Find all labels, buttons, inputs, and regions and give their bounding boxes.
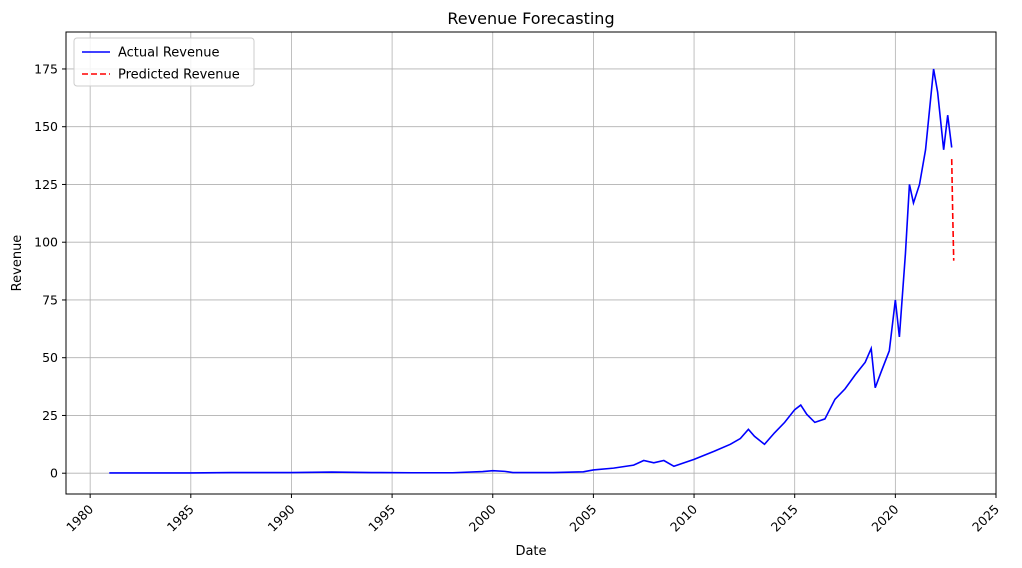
legend-box <box>73 37 255 87</box>
legend-label-predicted-revenue: Predicted Revenue <box>118 68 240 83</box>
plot-frame <box>65 31 997 495</box>
y-tick-label: 75 <box>42 292 58 307</box>
y-tick-label: 100 <box>34 235 58 250</box>
series-layer <box>109 68 955 474</box>
series-line-predicted-revenue <box>950 159 955 261</box>
legend-label-actual-revenue: Actual Revenue <box>118 46 219 61</box>
legend: Actual Revenue Predicted Revenue <box>73 37 255 87</box>
y-axis-title: Revenue <box>10 235 25 292</box>
series-line-actual-revenue <box>109 68 953 474</box>
y-tick-label: 125 <box>34 177 58 192</box>
x-axis-title: Date <box>515 544 546 559</box>
y-tick-label: 25 <box>42 408 58 423</box>
y-tick-label: 175 <box>34 61 58 76</box>
chart-title: Revenue Forecasting <box>447 9 614 28</box>
y-tick-label: 0 <box>50 466 58 481</box>
y-tick-label: 50 <box>42 350 58 365</box>
y-axis: 0 25 50 75 100 125 150 175 <box>34 61 66 481</box>
y-tick-label: 150 <box>34 119 58 134</box>
